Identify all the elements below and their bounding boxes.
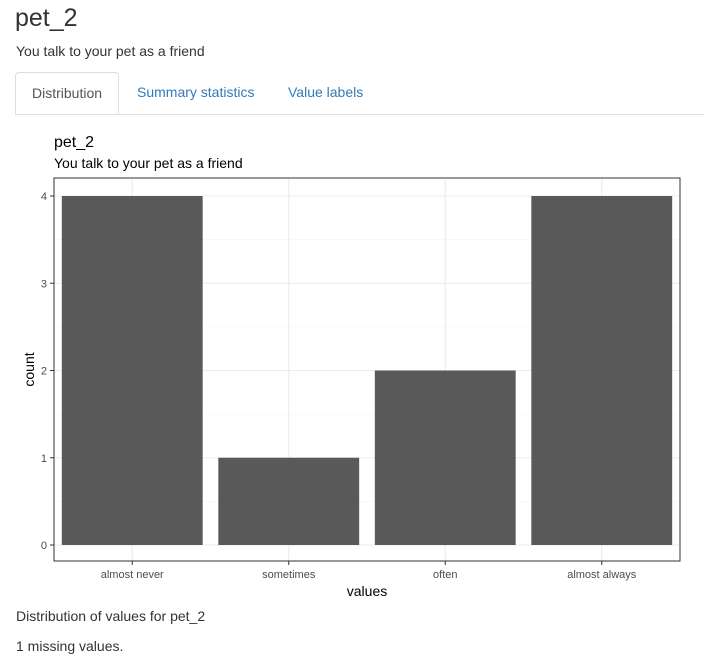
bar-layer xyxy=(61,196,673,545)
bar xyxy=(218,457,360,545)
distribution-chart: pet_2 You talk to your pet as a friend 0… xyxy=(15,126,695,611)
tab-value-labels[interactable]: Value labels xyxy=(288,84,364,100)
x-tick-label: almost never xyxy=(101,569,164,581)
chart-caption: Distribution of values for pet_2 xyxy=(16,608,206,624)
bar xyxy=(531,196,673,545)
chart-subtitle: You talk to your pet as a friend xyxy=(54,155,243,171)
chart-title: pet_2 xyxy=(54,134,94,151)
y-tick-label: 3 xyxy=(41,278,47,290)
x-tick-label: almost always xyxy=(567,569,637,581)
y-tick-label: 0 xyxy=(41,540,47,552)
chart-svg: pet_2 You talk to your pet as a friend 0… xyxy=(21,134,681,599)
axis-layer: 0 1 2 3 4 almost never sometimes often almost al… xyxy=(41,191,637,581)
x-tick-label: sometimes xyxy=(262,569,316,581)
bar xyxy=(61,196,203,545)
x-axis-title: values xyxy=(347,583,387,599)
panel-border xyxy=(53,177,681,562)
missing-values-note: 1 missing values. xyxy=(16,638,124,654)
page-title: pet_2 xyxy=(15,4,78,32)
y-axis-title: count xyxy=(21,352,37,386)
tab-summary-statistics[interactable]: Summary statistics xyxy=(137,84,255,100)
y-tick-label: 2 xyxy=(41,366,47,378)
y-tick-label: 1 xyxy=(41,453,47,465)
x-tick-label: often xyxy=(433,569,457,581)
y-tick-label: 4 xyxy=(41,191,47,203)
page-subtitle: You talk to your pet as a friend xyxy=(16,43,205,59)
tab-distribution[interactable]: Distribution xyxy=(15,72,120,114)
tab-bar: Distribution Summary statistics Value la… xyxy=(15,72,704,115)
bar xyxy=(374,370,516,545)
